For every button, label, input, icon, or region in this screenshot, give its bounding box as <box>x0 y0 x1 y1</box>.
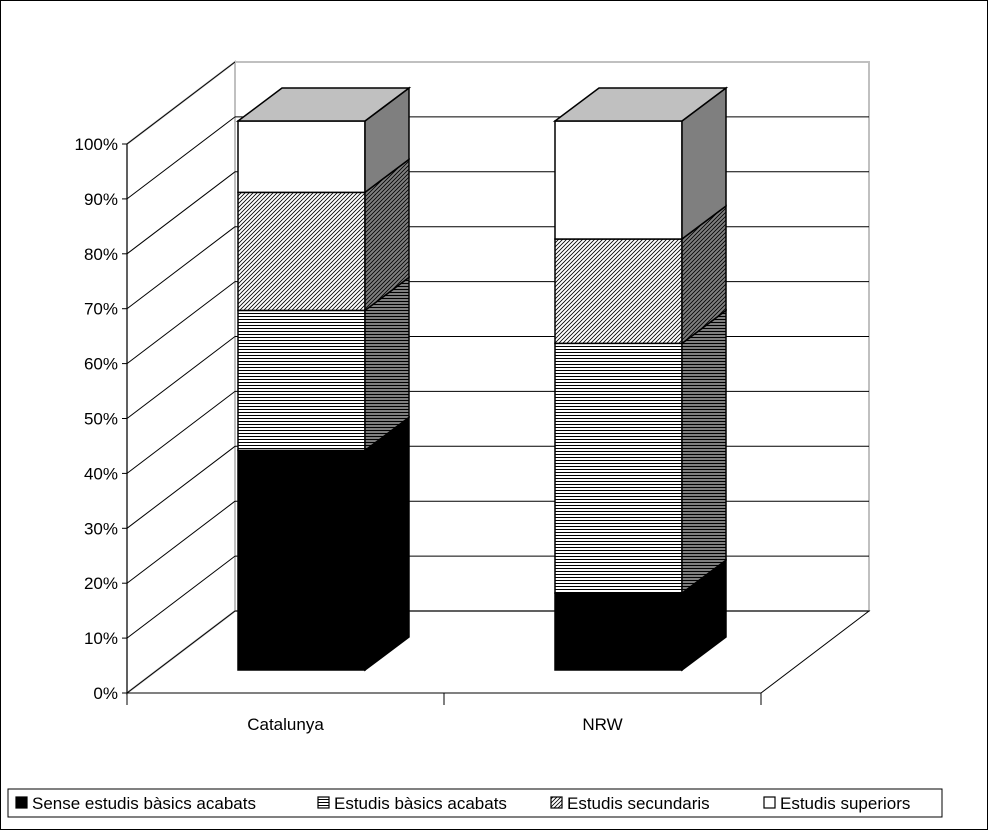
legend-label: Estudis secundaris <box>567 794 710 813</box>
bar-front-nrw-1 <box>554 342 683 594</box>
legend-swatch <box>550 796 563 809</box>
axes: 0% 10% 20% 30% 40% 50% 60% 70% 80% 90% 100% Catalun… <box>75 135 762 734</box>
gridline-side <box>126 61 236 145</box>
gridline-side <box>126 500 236 584</box>
legend-swatch <box>15 796 28 809</box>
bar-front-nrw-0 <box>554 592 683 671</box>
y-tick-label: 60% <box>84 355 118 374</box>
gridline-side <box>126 555 236 639</box>
gridline-side <box>126 116 236 200</box>
y-tick-label: 100% <box>75 135 118 154</box>
legend: Sense estudis bàsics acabats Estudis bàsi… <box>7 788 943 818</box>
y-tick-label: 50% <box>84 410 118 429</box>
bar-front-nrw-3 <box>554 120 683 240</box>
y-tick-label: 30% <box>84 519 118 538</box>
gridline-side <box>126 281 236 364</box>
bar-front-catalunya-0 <box>237 449 366 671</box>
bars <box>235 86 729 672</box>
bar-front-catalunya-1 <box>237 309 366 452</box>
bar-front-catalunya-2 <box>237 191 366 312</box>
bar-top-nrw <box>552 87 729 122</box>
legend-swatch <box>317 796 330 809</box>
legend-swatch <box>763 796 776 809</box>
x-category-label: NRW <box>582 715 622 734</box>
gridline-side <box>126 226 236 310</box>
bar-front-nrw-2 <box>554 238 683 345</box>
y-tick-label: 40% <box>84 464 118 483</box>
gridline-side <box>126 445 236 529</box>
legend-label: Estudis superiors <box>780 794 910 813</box>
bar-front-catalunya-3 <box>237 120 366 194</box>
gridline-side <box>126 391 236 474</box>
y-tick-label: 0% <box>93 684 118 703</box>
y-tick-label: 90% <box>84 190 118 209</box>
legend-label: Estudis bàsics acabats <box>334 794 507 813</box>
y-tick-label: 10% <box>84 629 118 648</box>
bar-side-catalunya-0 <box>364 415 410 672</box>
y-tick-label: 80% <box>84 245 118 264</box>
y-tick-label: 20% <box>84 574 118 593</box>
gridline-side <box>126 171 236 255</box>
y-tick-label: 70% <box>84 300 118 319</box>
bar-top-catalunya <box>235 87 412 122</box>
legend-box <box>7 788 943 818</box>
bar-side-nrw-1 <box>681 308 727 595</box>
legend-label: Sense estudis bàsics acabats <box>32 794 256 813</box>
gridline-side <box>126 336 236 419</box>
x-category-label: Catalunya <box>247 715 324 734</box>
